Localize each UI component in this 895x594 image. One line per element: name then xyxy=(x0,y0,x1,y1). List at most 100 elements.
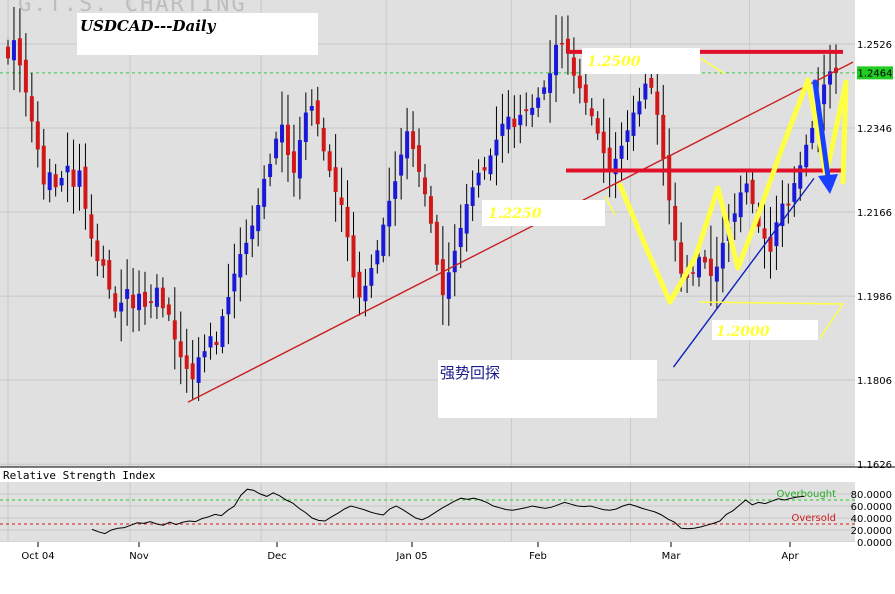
candle xyxy=(315,86,320,137)
candle-body xyxy=(35,121,40,150)
candle xyxy=(744,169,749,205)
candle-body xyxy=(750,179,755,205)
rsi-tick-label: 40.0000 xyxy=(851,514,892,525)
candle xyxy=(577,58,582,104)
candle xyxy=(196,337,201,402)
candle-body xyxy=(71,169,76,187)
candle xyxy=(708,225,713,306)
candle xyxy=(637,87,642,127)
candle xyxy=(482,156,487,180)
rsi-tick-label: 80.0000 xyxy=(851,490,892,501)
candle xyxy=(351,212,356,299)
candle xyxy=(387,167,392,257)
price-tick-label: 1.1626 xyxy=(857,460,892,471)
candle-body xyxy=(667,155,672,201)
candle xyxy=(35,101,40,168)
candle xyxy=(411,111,416,168)
candle-body xyxy=(274,138,279,159)
price-tick-label: 1.1806 xyxy=(857,376,892,387)
candle-body xyxy=(452,250,457,273)
current-price-tag xyxy=(857,66,893,80)
candle xyxy=(554,14,559,103)
candle xyxy=(536,87,541,118)
candle xyxy=(214,331,219,355)
candle xyxy=(512,95,517,149)
candle xyxy=(95,223,100,277)
candle xyxy=(828,44,833,109)
candle-body xyxy=(482,167,487,171)
candle xyxy=(631,95,636,152)
candle-body xyxy=(720,242,725,269)
candle-body xyxy=(798,165,803,189)
candle xyxy=(643,73,648,109)
candle-body xyxy=(113,293,118,312)
candle xyxy=(762,195,767,269)
candle-body xyxy=(428,196,433,224)
candle xyxy=(131,268,136,333)
rsi-panel-background xyxy=(0,482,855,542)
candle-body xyxy=(166,304,171,315)
candle xyxy=(333,134,338,222)
candle-body xyxy=(804,144,809,168)
candle-body xyxy=(589,108,594,117)
candle xyxy=(190,339,195,401)
candle-body xyxy=(351,235,356,278)
price-tick-label: 1.1986 xyxy=(857,292,892,303)
candle-body xyxy=(262,178,267,207)
x-tick-label: Jan 05 xyxy=(395,551,427,562)
candle-body xyxy=(494,139,499,156)
x-tick-label: Mar xyxy=(662,551,682,562)
candle xyxy=(59,170,64,192)
candle xyxy=(345,180,350,262)
candle xyxy=(160,277,165,318)
candle-body xyxy=(77,170,82,187)
candle-body xyxy=(673,205,678,241)
candle-body xyxy=(601,131,606,154)
watermark: G.T.S. CHARTING xyxy=(18,0,247,17)
label-leader-2 xyxy=(604,195,616,216)
candle xyxy=(625,110,630,161)
candle-body xyxy=(202,351,207,358)
candle xyxy=(125,259,130,326)
candle xyxy=(184,328,189,393)
candle xyxy=(417,128,422,187)
price-tick-label: 1.2526 xyxy=(857,40,892,51)
candle xyxy=(232,243,237,319)
rsi-tick-label: 20.0000 xyxy=(851,526,892,537)
candle-body xyxy=(405,131,410,159)
candle-body xyxy=(679,242,684,274)
candle-body xyxy=(17,38,22,66)
candle-body xyxy=(160,287,165,309)
candle xyxy=(137,270,142,332)
candle xyxy=(262,165,267,220)
x-axis-background xyxy=(0,542,855,594)
level-label-low: 1.2000 xyxy=(716,324,770,340)
candle xyxy=(154,274,159,320)
rsi-series-line xyxy=(91,488,805,535)
candle-body xyxy=(488,155,493,175)
candle-body xyxy=(822,84,827,105)
x-tick-label: Dec xyxy=(267,551,286,562)
candle-body xyxy=(29,96,34,122)
candle-body xyxy=(285,124,290,156)
candle xyxy=(309,89,314,126)
candle xyxy=(220,309,225,354)
candle-body xyxy=(148,301,153,304)
candle-body xyxy=(595,118,600,134)
candle-body xyxy=(661,114,666,159)
candle xyxy=(291,124,296,197)
candle-body xyxy=(780,203,785,227)
candle-body xyxy=(321,127,326,152)
candle-body xyxy=(65,165,70,173)
candle xyxy=(732,193,737,240)
candle xyxy=(458,204,463,269)
candle-body xyxy=(41,145,46,185)
candle-body xyxy=(137,293,142,311)
candle-body xyxy=(434,221,439,265)
candle xyxy=(524,92,529,127)
note-text: 强势回探 xyxy=(440,364,500,382)
candle-body xyxy=(268,163,273,177)
candle xyxy=(613,132,618,199)
candle xyxy=(476,159,481,198)
candle xyxy=(548,40,553,123)
